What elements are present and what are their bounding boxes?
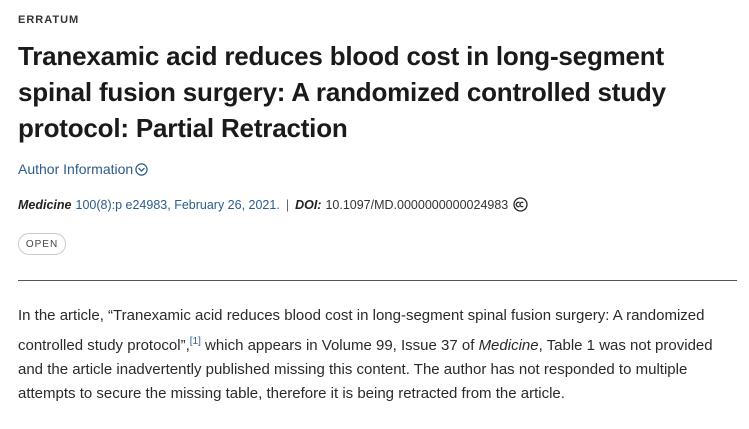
creative-commons-icon <box>513 197 528 212</box>
article-title: Tranexamic acid reduces blood cost in lo… <box>18 41 666 143</box>
chevron-down-circle-icon[interactable] <box>135 162 148 176</box>
journal-name: Medicine <box>18 197 72 212</box>
body-journal-name: Medicine <box>478 337 539 354</box>
open-access-badge: OPEN <box>18 233 66 255</box>
article-body-paragraph: In the article, “Tranexamic acid reduces… <box>18 304 737 406</box>
doi-label: DOI: <box>295 197 322 212</box>
citation-line: Medicine 100(8):p e24983, February 26, 2… <box>18 197 528 212</box>
body-middle: which appears in Volume 99, Issue 37 of <box>200 337 479 354</box>
author-information-label[interactable]: Author Information <box>18 161 134 177</box>
citation-separator: | <box>285 197 290 212</box>
body-rest: , Table 1 was not provided and the artic… <box>18 337 713 402</box>
author-information-toggle[interactable]: Author Information <box>18 161 148 177</box>
body-intro: In the article, “Tranexamic acid reduces… <box>18 307 705 354</box>
section-divider <box>18 280 737 281</box>
reference-link[interactable]: [1] <box>189 336 201 347</box>
article-type-label: ERRATUM <box>18 14 80 26</box>
doi-value: 10.1097/MD.0000000000024983 <box>325 197 509 212</box>
volume-issue-link[interactable]: 100(8):p e24983, February 26, 2021. <box>75 197 280 212</box>
